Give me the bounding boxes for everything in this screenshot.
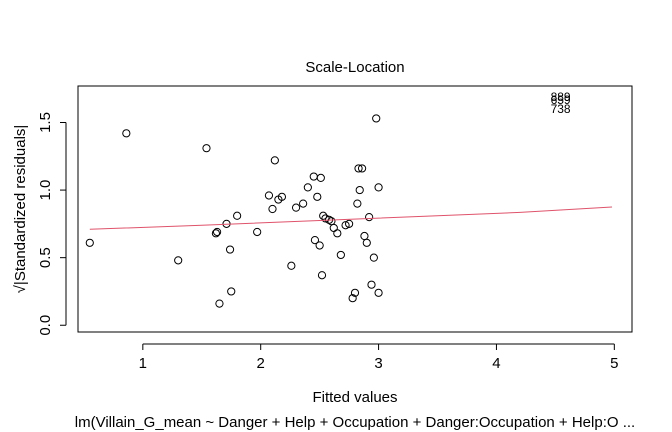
data-point xyxy=(354,164,363,173)
data-point xyxy=(287,261,296,270)
data-point xyxy=(329,223,338,233)
model-formula-subtitle: lm(Villain_G_mean ~ Danger + Help + Occu… xyxy=(75,414,635,431)
data-point xyxy=(264,191,274,200)
data-point xyxy=(374,288,383,297)
data-point xyxy=(310,235,320,245)
y-axis: 0.0 0.5 1.0 1.5 xyxy=(37,112,67,336)
point-label: 738 xyxy=(551,102,571,116)
data-point xyxy=(225,245,235,254)
smoother-line xyxy=(89,206,613,230)
x-tick-label: 1 xyxy=(139,355,147,372)
data-point xyxy=(215,299,224,308)
chart-title: Scale-Location xyxy=(305,59,404,76)
data-point xyxy=(327,217,336,226)
y-tick-label: 1.5 xyxy=(37,112,54,133)
y-axis-label: √|Standardized residuals| xyxy=(12,125,29,294)
data-point xyxy=(374,183,383,192)
data-points xyxy=(85,114,383,308)
data-point xyxy=(85,238,94,247)
data-point xyxy=(345,219,354,228)
x-tick-label: 2 xyxy=(257,355,265,372)
x-axis: 1 2 3 4 5 xyxy=(139,343,618,372)
data-point xyxy=(122,129,131,138)
data-point xyxy=(365,213,374,222)
x-tick-label: 4 xyxy=(492,355,500,372)
data-point xyxy=(313,192,322,201)
data-point xyxy=(211,229,221,238)
data-point xyxy=(270,156,279,165)
y-tick-label: 0.5 xyxy=(37,247,54,268)
data-point xyxy=(227,287,236,296)
data-point xyxy=(202,144,211,153)
x-tick-label: 3 xyxy=(374,355,382,372)
y-tick-label: 1.0 xyxy=(37,180,54,201)
data-point xyxy=(277,192,287,201)
data-point xyxy=(309,172,318,181)
data-point xyxy=(360,231,369,241)
data-point xyxy=(362,238,371,247)
data-point xyxy=(355,185,364,195)
data-point xyxy=(336,250,345,260)
data-point xyxy=(291,203,301,212)
data-point xyxy=(367,280,376,289)
data-point xyxy=(315,241,324,250)
x-tick-label: 5 xyxy=(610,355,618,372)
data-point xyxy=(372,114,381,123)
data-point xyxy=(341,221,350,230)
data-point xyxy=(268,204,277,214)
data-point xyxy=(369,253,378,262)
data-point xyxy=(212,227,222,237)
point-label: 889 xyxy=(551,90,571,104)
data-point xyxy=(316,173,325,183)
data-point xyxy=(353,199,362,208)
data-point xyxy=(319,211,328,220)
data-point xyxy=(350,288,360,297)
data-point xyxy=(333,229,342,238)
data-point xyxy=(253,227,262,237)
data-point xyxy=(303,183,312,192)
y-tick-label: 0.0 xyxy=(37,315,54,336)
data-point xyxy=(299,199,308,208)
data-point xyxy=(348,294,357,303)
plot-frame xyxy=(77,85,633,333)
data-point xyxy=(317,271,327,280)
point-label: 659 xyxy=(551,93,571,107)
data-point xyxy=(174,256,183,265)
x-axis-label: Fitted values xyxy=(312,389,397,406)
data-point xyxy=(233,211,242,220)
data-point xyxy=(357,164,367,173)
